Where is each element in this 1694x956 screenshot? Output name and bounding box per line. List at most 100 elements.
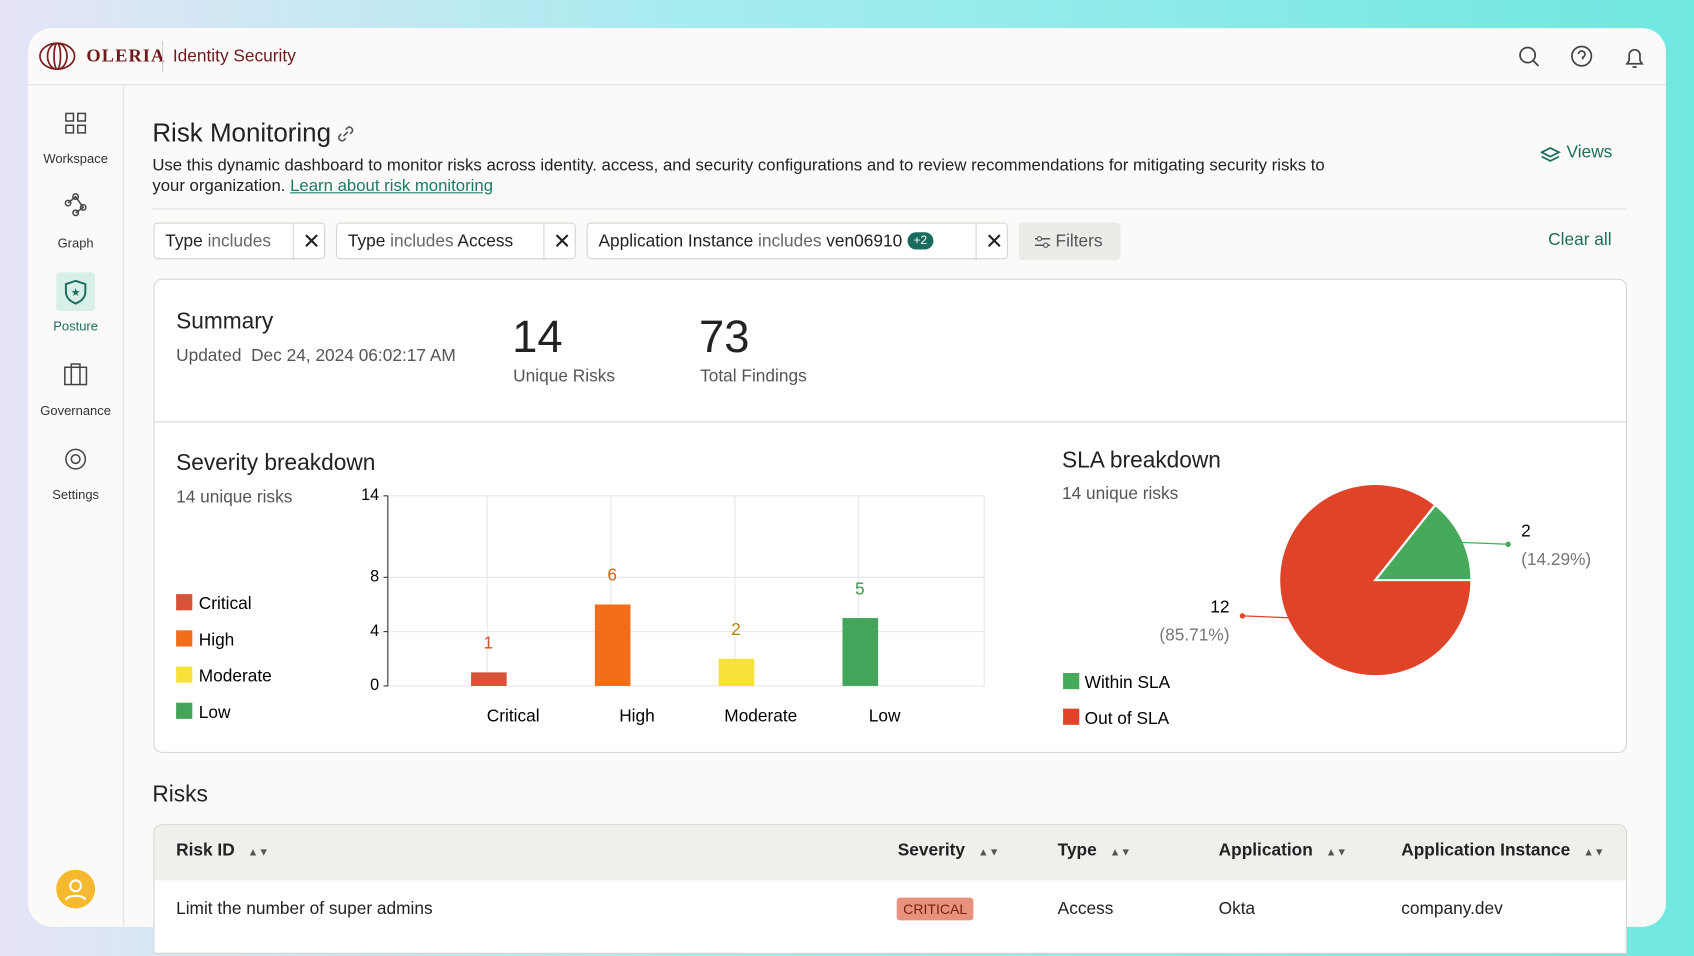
x-tick-label: High (619, 706, 655, 726)
remove-filter[interactable]: ✕ (543, 223, 571, 261)
column-label: Risk ID (176, 841, 235, 860)
chart-title: Severity breakdown (176, 450, 376, 476)
bar (842, 618, 879, 686)
chart-title: SLA breakdown (1061, 448, 1221, 474)
stat-value: 14 (512, 311, 563, 362)
severity-badge: CRITICAL (896, 897, 974, 921)
legend-label: Out of SLA (1085, 708, 1170, 728)
x-tick-label: Low (869, 706, 901, 726)
brand: OLERIA (86, 45, 166, 66)
legend-label: Moderate (199, 666, 272, 686)
stat-label: Unique Risks (513, 367, 616, 386)
cell: Access (1057, 899, 1114, 919)
cell: Okta (1218, 899, 1256, 919)
updated-time: Dec 24, 2024 06:02:17 AM (251, 346, 456, 366)
page-title: Risk Monitoring (152, 118, 332, 148)
nav-icons (64, 112, 88, 470)
filters-button[interactable]: Filters (1018, 222, 1121, 261)
leader-dot (1505, 541, 1511, 547)
stat-value: 73 (698, 311, 750, 362)
header-divider (28, 84, 1666, 86)
legend-swatch (1063, 708, 1080, 725)
bell-icon[interactable] (1625, 48, 1644, 65)
copy-link-icon[interactable] (335, 123, 357, 145)
y-tick-label: 4 (370, 622, 379, 640)
pie-slice (1278, 482, 1473, 678)
bar (594, 604, 631, 686)
plot-area (387, 495, 985, 687)
filter-field: Application Instance (598, 232, 754, 251)
product-name: Identity Security (172, 47, 296, 66)
filter-value: Access (457, 232, 514, 251)
nav-workspace[interactable]: Workspace (43, 151, 108, 167)
description-text: Use this dynamic dashboard to monitor ri… (152, 156, 1325, 196)
y-tick-label: 8 (370, 568, 379, 586)
table-header (154, 825, 1626, 881)
remove-filter[interactable]: ✕ (975, 223, 1003, 261)
remove-filter[interactable]: ✕ (292, 223, 321, 261)
legend-swatch (1063, 672, 1080, 690)
data-label: 1 (484, 633, 494, 653)
summary-updated: Updated Dec 24, 2024 06:02:17 AM (176, 347, 456, 366)
data-label: 5 (855, 578, 865, 598)
column-header[interactable]: Application Instance ▲▼ (1401, 841, 1605, 860)
column-header[interactable]: Type ▲▼ (1057, 841, 1132, 860)
card-divider (154, 421, 1626, 423)
y-tick-label: 14 (361, 486, 379, 504)
cell[interactable]: Limit the number of super admins (176, 899, 433, 919)
y-tick-label: 0 (370, 676, 379, 694)
legend-label: High (199, 629, 235, 649)
svg-text:★: ★ (71, 287, 81, 299)
filter-op: includes (390, 232, 454, 251)
filter-chip[interactable]: Application Instance includes ven06910 +… (586, 222, 1008, 261)
column-label: Severity (897, 841, 966, 860)
filters-icon (1034, 236, 1051, 248)
legend-swatch (176, 630, 193, 647)
legend-label: Low (199, 702, 231, 722)
nav-governance[interactable]: Governance (40, 402, 111, 419)
percent-label: (14.29%) (1521, 549, 1591, 569)
help-icon[interactable] (1571, 45, 1593, 67)
filter-field: Type (165, 232, 203, 251)
leader-dot (1239, 613, 1246, 619)
title-divider (152, 208, 1628, 210)
column-label: Application Instance (1401, 841, 1571, 860)
data-label: 2 (731, 619, 741, 639)
nav-posture[interactable]: Posture (53, 318, 98, 334)
filter-op: includes (207, 232, 272, 251)
summary-title: Summary (176, 308, 274, 334)
filter-badge: +2 (907, 232, 934, 250)
logo (39, 42, 76, 70)
chart-subtitle: 14 unique risks (1061, 485, 1179, 504)
filter-chip[interactable]: Type includes ✕ (153, 222, 326, 261)
column-header[interactable]: Application ▲▼ (1218, 841, 1348, 860)
x-tick-label: Critical (487, 706, 540, 726)
filter-value: ven06910 (826, 232, 903, 251)
column-header[interactable]: Risk ID ▲▼ (176, 841, 270, 860)
search-icon[interactable] (1519, 46, 1537, 64)
filter-field: Type (347, 232, 386, 251)
updated-label: Updated (176, 346, 242, 366)
column-header[interactable]: Severity ▲▼ (897, 841, 1000, 860)
cell: company.dev (1401, 899, 1503, 919)
section-title: Risks (152, 782, 208, 807)
data-label: 12 (1210, 597, 1229, 617)
views-icon (1540, 147, 1561, 162)
legend-label: Critical (199, 593, 252, 613)
views-button[interactable]: Views (1566, 143, 1613, 163)
nav-graph[interactable]: Graph (57, 235, 94, 251)
filter-chip[interactable]: Type includes Access ✕ (335, 222, 576, 261)
legend-swatch (176, 702, 193, 719)
percent-label: (85.71%) (1159, 625, 1229, 645)
stat-label: Total Findings (700, 367, 807, 386)
x-tick-label: Moderate (724, 706, 797, 726)
sidebar-divider (123, 84, 125, 927)
legend-swatch (176, 666, 193, 683)
learn-link[interactable]: Learn about risk monitoring (290, 177, 494, 196)
clear-all[interactable]: Clear all (1548, 231, 1612, 250)
nav-settings[interactable]: Settings (52, 487, 100, 503)
user-avatar[interactable] (56, 869, 96, 909)
